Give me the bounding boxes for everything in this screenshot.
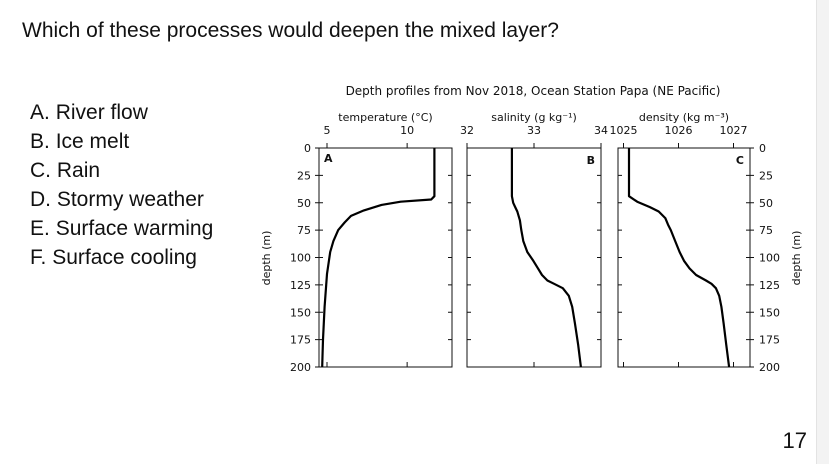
option-text: Ice melt bbox=[55, 130, 130, 153]
y-tick-label-left: 25 bbox=[297, 169, 311, 182]
y-tick-label-right: 0 bbox=[759, 142, 766, 155]
profile-line-a bbox=[321, 148, 436, 368]
y-tick-label-left: 75 bbox=[297, 224, 311, 237]
answer-options: A. River flow B. Ice melt C. Rain D. Sto… bbox=[30, 98, 213, 272]
y-tick-label-right: 175 bbox=[759, 334, 780, 347]
panel-frame bbox=[466, 147, 602, 368]
y-tick-label-left: 50 bbox=[297, 197, 311, 210]
option-text: Surface warming bbox=[55, 217, 214, 240]
x-tick-label: 1026 bbox=[665, 124, 693, 137]
y-tick-label-left: 200 bbox=[290, 361, 311, 374]
slide-number: 17 bbox=[782, 428, 807, 453]
option-text: Surface cooling bbox=[52, 246, 197, 269]
y-tick-label-right: 75 bbox=[759, 224, 773, 237]
y-tick-label-right: 50 bbox=[759, 197, 773, 210]
window-edge bbox=[816, 0, 829, 464]
x-tick-label: 34 bbox=[594, 124, 608, 137]
chart-title: Depth profiles from Nov 2018, Ocean Stat… bbox=[346, 84, 721, 98]
option-a: A. River flow bbox=[30, 98, 213, 127]
x-tick-label: 1027 bbox=[720, 124, 748, 137]
y-tick-label-left: 150 bbox=[290, 306, 311, 319]
x-tick-label: 33 bbox=[527, 124, 541, 137]
x-axis-label: salinity (g kg⁻¹) bbox=[491, 111, 577, 124]
profile-line-c bbox=[627, 148, 731, 368]
panel-label: C bbox=[736, 154, 744, 167]
option-letter: A. bbox=[30, 101, 50, 124]
option-text: Rain bbox=[56, 159, 101, 182]
option-letter: E. bbox=[30, 217, 50, 240]
y-tick-label-left: 0 bbox=[304, 142, 311, 155]
x-tick-label: 10 bbox=[400, 124, 414, 137]
y-tick-label-right: 200 bbox=[759, 361, 780, 374]
x-axis-label: density (kg m⁻³) bbox=[639, 111, 729, 124]
option-f: F. Surface cooling bbox=[30, 243, 213, 272]
panel-label: A bbox=[324, 152, 333, 165]
x-tick-label: 32 bbox=[460, 124, 474, 137]
option-text: River flow bbox=[55, 101, 148, 124]
y-tick-label-right: 100 bbox=[759, 252, 780, 265]
panel-frame bbox=[617, 147, 751, 368]
panel-label: B bbox=[587, 154, 595, 167]
x-tick-label: 1025 bbox=[610, 124, 638, 137]
x-tick-label: 5 bbox=[324, 124, 331, 137]
option-letter: D. bbox=[30, 188, 51, 211]
y-tick-label-right: 25 bbox=[759, 169, 773, 182]
y-axis-label-left: depth (m) bbox=[260, 231, 273, 286]
option-text: Stormy weather bbox=[56, 188, 204, 211]
y-tick-label-left: 125 bbox=[290, 279, 311, 292]
option-d: D. Stormy weather bbox=[30, 185, 213, 214]
option-e: E. Surface warming bbox=[30, 214, 213, 243]
profile-line-b bbox=[510, 148, 582, 368]
y-tick-label-right: 150 bbox=[759, 306, 780, 319]
option-b: B. Ice melt bbox=[30, 127, 213, 156]
option-letter: C. bbox=[30, 159, 51, 182]
panel-frame bbox=[318, 147, 453, 368]
y-axis-label-right: depth (m) bbox=[790, 231, 803, 286]
y-tick-label-left: 175 bbox=[290, 334, 311, 347]
option-letter: B. bbox=[30, 130, 50, 153]
x-axis-label: temperature (°C) bbox=[338, 111, 432, 124]
question-text: Which of these processes would deepen th… bbox=[22, 19, 559, 42]
y-tick-label-right: 125 bbox=[759, 279, 780, 292]
option-c: C. Rain bbox=[30, 156, 213, 185]
y-tick-label-left: 100 bbox=[290, 252, 311, 265]
option-letter: F. bbox=[30, 246, 47, 269]
